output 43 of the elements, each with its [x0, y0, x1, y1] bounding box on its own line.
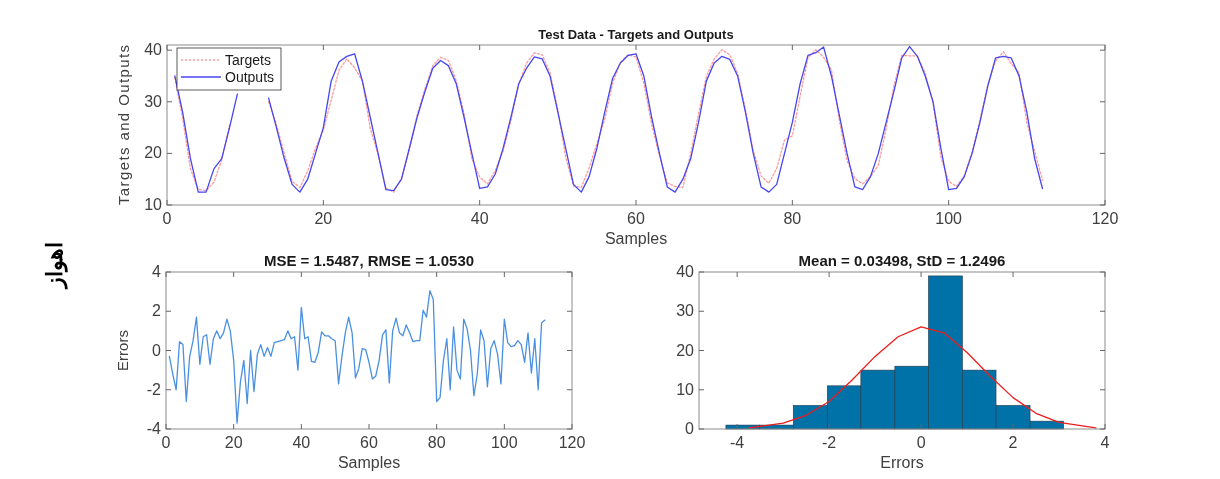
y-tick-label: 10 — [144, 196, 163, 213]
text: اهواز — [42, 242, 68, 290]
x-tick-label: 4 — [1100, 434, 1110, 451]
y-tick-label: 0 — [152, 341, 162, 359]
x-tick-label: 100 — [935, 210, 963, 227]
x-tick-label: 40 — [292, 434, 311, 451]
x-tick-label: 20 — [224, 434, 243, 451]
x-tick-label: 80 — [427, 434, 446, 451]
y-tick-label: -2 — [146, 380, 162, 398]
x-tick-label: 20 — [314, 210, 333, 227]
y-tick-label: 30 — [144, 92, 163, 110]
y-tick-label: 10 — [676, 380, 695, 398]
x-axis-title: Errors — [880, 454, 924, 471]
x-tick-label: -4 — [730, 434, 745, 451]
x-tick-label: 2 — [1008, 434, 1018, 451]
chart-title: Mean = 0.03498, StD = 1.2496 — [798, 252, 1006, 269]
y-tick-label: -4 — [146, 420, 162, 437]
legend-label: Targets — [225, 52, 271, 68]
y-tick-label: 4 — [152, 263, 162, 280]
y-tick-label: 30 — [676, 302, 695, 320]
y-tick-label: 2 — [152, 302, 162, 320]
x-tick-label: 120 — [558, 434, 586, 451]
x-tick-label: 40 — [470, 210, 489, 227]
y-tick-label: 20 — [144, 144, 163, 162]
y-tick-label: 20 — [676, 341, 695, 359]
y-tick-label: 0 — [685, 420, 695, 437]
chart-title: MSE = 1.5487, RMSE = 1.0530 — [263, 252, 475, 269]
x-axis-title: Samples — [337, 454, 401, 471]
x-tick-label: 120 — [1091, 210, 1119, 227]
x-axis-title: Samples — [604, 230, 668, 247]
x-tick-label: 60 — [360, 434, 378, 451]
x-tick-label: 0 — [916, 434, 926, 451]
chart-title: Test Data - Targets and Outputs — [538, 27, 734, 42]
x-tick-label: -2 — [822, 434, 837, 451]
y-tick-label: 40 — [144, 41, 163, 59]
x-tick-label: 80 — [783, 210, 802, 227]
line-series — [168, 289, 546, 424]
legend-label: Outputs — [225, 69, 275, 85]
y-axis-title: Targets and Outputs — [115, 45, 132, 205]
y-tick-label: 40 — [676, 263, 695, 280]
x-tick-label: 60 — [627, 210, 645, 227]
x-tick-label: 100 — [490, 434, 518, 451]
y-axis-title: Errors — [114, 330, 131, 371]
